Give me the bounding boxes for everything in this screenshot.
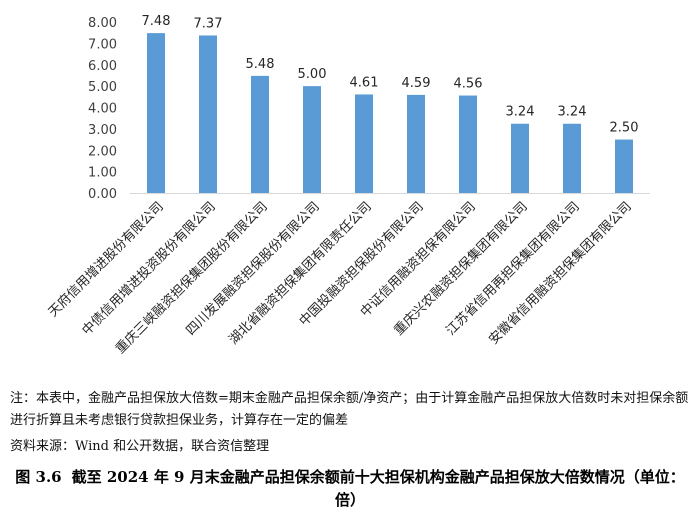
data-label-7: 3.24	[506, 105, 535, 120]
data-label-0: 7.48	[142, 14, 171, 29]
chart-svg: 0.00 1.00 2.00 3.00 4.00 5.00 6.00 7.00 8.00 7.4…	[46, 14, 650, 357]
data-label-4: 4.61	[350, 75, 379, 90]
y-tick-label-6: 6.00	[88, 59, 117, 74]
bar-5	[407, 94, 425, 193]
y-tick-label-3: 3.00	[88, 123, 117, 138]
y-tick-label-1: 1.00	[88, 166, 117, 181]
y-tick-label-7: 7.00	[88, 37, 117, 52]
figure-title: 截至 2024 年 9 月末金融产品担保余额前十大担保机构金融产品担保放大倍数情…	[71, 468, 685, 509]
data-source: 资料来源：Wind 和公开数据，联合资信整理	[10, 439, 270, 454]
bar-chart: 0.00 1.00 2.00 3.00 4.00 5.00 6.00 7.00 8.00 7.4…	[46, 14, 650, 357]
bar-3	[303, 86, 321, 193]
y-tick-label-5: 5.00	[88, 80, 117, 95]
chart-note: 注：本表中，金融产品担保放大倍数=期末金融产品担保余额/净资产；由于计算金融产品…	[10, 391, 689, 428]
y-tick-label-8: 8.00	[88, 16, 117, 31]
y-tick-label-0: 0.00	[88, 187, 117, 202]
y-tick-label-4: 4.00	[88, 102, 117, 117]
data-label-9: 2.50	[610, 121, 639, 136]
figure-number: 图 3.6	[15, 468, 62, 486]
data-labels: 7.48 7.37 5.48 5.00 4.61 4.59 4.56 3.24 3.24 2.50	[142, 14, 639, 135]
data-label-1: 7.37	[194, 16, 223, 31]
data-label-2: 5.48	[246, 57, 275, 72]
bar-4	[355, 94, 373, 193]
bar-8	[563, 123, 581, 193]
figure-caption: 图 3.6 截至 2024 年 9 月末金融产品担保余额前十大担保机构金融产品担保…	[10, 466, 690, 512]
bars	[147, 33, 633, 194]
bar-7	[511, 123, 529, 193]
bar-2	[251, 75, 269, 193]
bar-9	[615, 139, 633, 193]
data-label-5: 4.59	[402, 76, 431, 91]
data-label-8: 3.24	[558, 105, 587, 120]
bar-1	[199, 35, 217, 194]
bar-6	[459, 95, 477, 193]
bar-0	[147, 33, 165, 193]
y-tick-label-2: 2.00	[88, 144, 117, 159]
y-axis-ticks: 0.00 1.00 2.00 3.00 4.00 5.00 6.00 7.00 8.00	[88, 16, 117, 202]
data-label-3: 5.00	[298, 67, 327, 82]
data-label-6: 4.56	[454, 77, 483, 92]
x-axis-category-labels: 天府信用增进股份有限公司中债信用增进投资股份有限公司重庆三峡融资担保集团股份有限…	[46, 199, 635, 357]
